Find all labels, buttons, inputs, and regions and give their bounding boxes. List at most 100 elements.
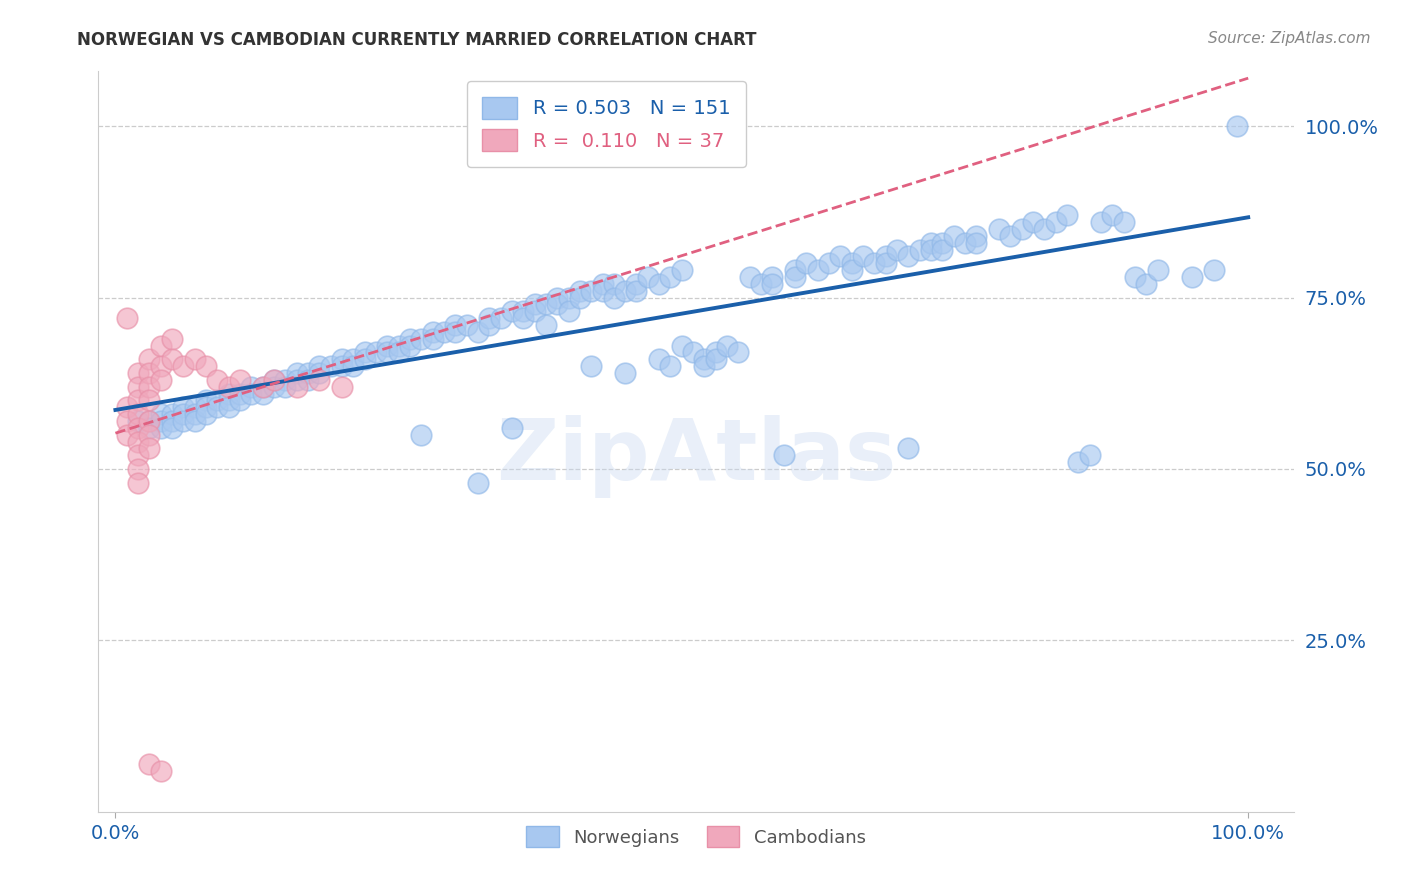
Point: [319, 359, 342, 373]
Point: [263, 373, 285, 387]
Point: [626, 277, 648, 291]
Point: [1123, 270, 1146, 285]
Point: [1090, 215, 1112, 229]
Point: [160, 332, 183, 346]
Point: [1204, 263, 1226, 277]
Point: [240, 380, 263, 394]
Point: [444, 325, 467, 339]
Point: [127, 414, 149, 428]
Point: [772, 448, 794, 462]
Point: [659, 270, 682, 285]
Point: [138, 393, 160, 408]
Point: [1180, 270, 1202, 285]
Point: [965, 235, 987, 250]
Point: [353, 352, 375, 367]
Point: [172, 407, 194, 421]
Point: [353, 345, 375, 359]
Point: [138, 366, 160, 380]
Point: [444, 318, 467, 332]
Point: [285, 366, 308, 380]
Point: [330, 352, 353, 367]
Point: [478, 311, 501, 326]
Point: [671, 263, 693, 277]
Point: [183, 407, 205, 421]
Point: [218, 386, 240, 401]
Point: [920, 235, 942, 250]
Point: [252, 386, 274, 401]
Point: [841, 263, 863, 277]
Point: [207, 393, 229, 408]
Point: [229, 386, 252, 401]
Point: [172, 401, 194, 415]
Point: [183, 414, 205, 428]
Point: [1135, 277, 1157, 291]
Point: [297, 373, 319, 387]
Point: [364, 345, 387, 359]
Point: [252, 380, 274, 394]
Point: [149, 359, 172, 373]
Point: [138, 414, 160, 428]
Point: [557, 304, 579, 318]
Point: [1078, 448, 1101, 462]
Point: [523, 297, 546, 311]
Point: [875, 250, 897, 264]
Point: [738, 270, 761, 285]
Point: [727, 345, 749, 359]
Point: [138, 427, 160, 442]
Point: [330, 359, 353, 373]
Point: [330, 380, 353, 394]
Point: [297, 366, 319, 380]
Point: [1033, 222, 1056, 236]
Point: [603, 291, 626, 305]
Point: [433, 325, 456, 339]
Legend: Norwegians, Cambodians: Norwegians, Cambodians: [519, 819, 873, 855]
Point: [614, 366, 637, 380]
Point: [749, 277, 772, 291]
Point: [603, 277, 626, 291]
Point: [149, 764, 172, 778]
Point: [614, 284, 637, 298]
Point: [1000, 228, 1022, 243]
Point: [285, 373, 308, 387]
Point: [138, 414, 160, 428]
Point: [160, 414, 183, 428]
Point: [1045, 215, 1067, 229]
Point: [953, 235, 976, 250]
Point: [886, 243, 908, 257]
Point: [274, 373, 297, 387]
Point: [127, 475, 149, 490]
Point: [648, 277, 671, 291]
Point: [195, 407, 218, 421]
Point: [422, 325, 444, 339]
Point: [761, 270, 783, 285]
Point: [127, 462, 149, 476]
Point: [195, 359, 218, 373]
Point: [671, 338, 693, 352]
Point: [988, 222, 1011, 236]
Point: [512, 304, 534, 318]
Point: [579, 359, 602, 373]
Point: [422, 332, 444, 346]
Point: [568, 291, 591, 305]
Point: [127, 407, 149, 421]
Point: [546, 291, 568, 305]
Point: [195, 393, 218, 408]
Point: [783, 270, 806, 285]
Point: [467, 475, 489, 490]
Point: [1056, 208, 1078, 222]
Point: [149, 421, 172, 435]
Point: [240, 386, 263, 401]
Point: [897, 442, 920, 456]
Point: [207, 373, 229, 387]
Point: [229, 373, 252, 387]
Point: [411, 427, 433, 442]
Text: NORWEGIAN VS CAMBODIAN CURRENTLY MARRIED CORRELATION CHART: NORWEGIAN VS CAMBODIAN CURRENTLY MARRIED…: [77, 31, 756, 49]
Point: [875, 256, 897, 270]
Point: [207, 401, 229, 415]
Point: [818, 256, 841, 270]
Point: [388, 338, 411, 352]
Point: [592, 277, 614, 291]
Point: [908, 243, 931, 257]
Point: [942, 228, 965, 243]
Point: [149, 407, 172, 421]
